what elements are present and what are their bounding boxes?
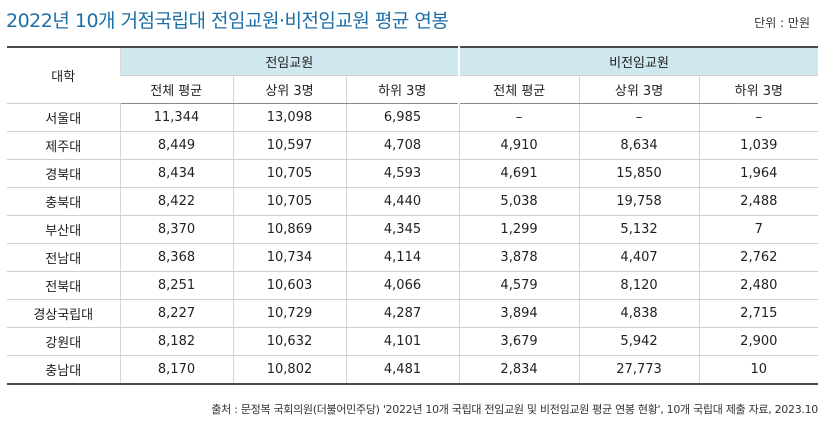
table-cell: 8,251 [119, 271, 233, 300]
table-cell: 10,705 [232, 187, 346, 216]
table-row: 전북대 8,251 10,603 4,066 4,579 8,120 2,480 [7, 271, 819, 300]
university-column-header: 대학 [7, 47, 120, 104]
table-cell: 4,407 [578, 243, 700, 272]
table-cell: 10 [698, 355, 819, 385]
group-header-fulltime: 전임교원 [119, 47, 460, 76]
table-cell: 27,773 [578, 355, 700, 385]
table-cell: 2,488 [698, 187, 819, 216]
table-cell: 4,691 [458, 159, 580, 188]
subheader-fulltime-average: 전체 평균 [120, 75, 233, 104]
table-cell: 2,715 [698, 299, 819, 328]
table-cell: 7 [698, 215, 819, 244]
table-cell: 4,287 [345, 299, 460, 328]
table-cell: 8,368 [119, 243, 233, 272]
table-cell: 4,345 [345, 215, 460, 244]
table-cell: 8,422 [119, 187, 233, 216]
university-name: 경북대 [7, 159, 120, 188]
table-cell: 4,440 [345, 187, 460, 216]
table-row: 제주대 8,449 10,597 4,708 4,910 8,634 1,039 [7, 131, 819, 160]
table-cell: – [458, 103, 580, 132]
table-cell: 11,344 [119, 103, 233, 132]
table-cell: 1,039 [698, 131, 819, 160]
table-cell: 6,985 [345, 103, 460, 132]
table-cell: 8,449 [119, 131, 233, 160]
table-cell: 4,101 [345, 327, 460, 356]
university-name: 전남대 [7, 243, 120, 272]
table-cell: 5,038 [458, 187, 580, 216]
table-cell: 8,120 [578, 271, 700, 300]
table-row: 강원대 8,182 10,632 4,101 3,679 5,942 2,900 [7, 327, 819, 356]
table-cell: 15,850 [578, 159, 700, 188]
table-cell: 1,299 [458, 215, 580, 244]
table-cell: 4,910 [458, 131, 580, 160]
table-cell: 10,734 [232, 243, 346, 272]
table-cell: 10,729 [232, 299, 346, 328]
salary-table: 대학 전임교원 비전임교원 전체 평균 상위 3명 하위 3명 전체 평균 상위… [7, 46, 819, 385]
table-cell: 2,762 [698, 243, 819, 272]
table-cell: 8,634 [578, 131, 700, 160]
table-cell: 13,098 [232, 103, 346, 132]
university-name: 제주대 [7, 131, 120, 160]
table-row: 경북대 8,434 10,705 4,593 4,691 15,850 1,96… [7, 159, 819, 188]
university-name: 전북대 [7, 271, 120, 300]
table-cell: 2,480 [698, 271, 819, 300]
table-cell: 10,632 [232, 327, 346, 356]
subheader-fulltime-bottom3: 하위 3명 [345, 75, 460, 104]
table-row: 서울대 11,344 13,098 6,985 – – – [7, 103, 819, 132]
page-title: 2022년 10개 거점국립대 전임교원·비전임교원 평균 연봉 [6, 10, 449, 32]
subheader-fulltime-top3: 상위 3명 [232, 75, 346, 104]
table-body: 서울대 11,344 13,098 6,985 – – – 제주대 8,449 … [7, 103, 819, 385]
table-row: 경상국립대 8,227 10,729 4,287 3,894 4,838 2,7… [7, 299, 819, 328]
table-cell: 4,838 [578, 299, 700, 328]
table-cell: 10,869 [232, 215, 346, 244]
group-header-nonfulltime: 비전임교원 [458, 47, 819, 76]
table-cell: 3,679 [458, 327, 580, 356]
table-cell: 2,900 [698, 327, 819, 356]
table-cell: 4,114 [345, 243, 460, 272]
table-cell: 2,834 [458, 355, 580, 385]
table-cell: 5,942 [578, 327, 700, 356]
table-cell: 4,481 [345, 355, 460, 385]
university-name: 충북대 [7, 187, 120, 216]
university-name: 경상국립대 [7, 299, 120, 328]
table-cell: 5,132 [578, 215, 700, 244]
university-name: 서울대 [7, 103, 120, 132]
subheader-nonfulltime-bottom3: 하위 3명 [698, 75, 819, 104]
table-cell: 4,066 [345, 271, 460, 300]
table-cell: 4,708 [345, 131, 460, 160]
table-cell: 3,894 [458, 299, 580, 328]
table-row: 충북대 8,422 10,705 4,440 5,038 19,758 2,48… [7, 187, 819, 216]
table-cell: 8,227 [119, 299, 233, 328]
university-name: 충남대 [7, 355, 120, 385]
table-cell: – [578, 103, 700, 132]
table-cell: 10,705 [232, 159, 346, 188]
table-cell: 1,964 [698, 159, 819, 188]
group-header-row: 대학 전임교원 비전임교원 [7, 47, 819, 104]
table-cell: 8,170 [119, 355, 233, 385]
table-cell: – [698, 103, 819, 132]
sub-header-row: 전체 평균 상위 3명 하위 3명 전체 평균 상위 3명 하위 3명 [7, 75, 819, 104]
table-cell: 10,603 [232, 271, 346, 300]
university-name: 부산대 [7, 215, 120, 244]
table-cell: 8,182 [119, 327, 233, 356]
table-cell: 3,878 [458, 243, 580, 272]
table-row: 충남대 8,170 10,802 4,481 2,834 27,773 10 [7, 355, 819, 385]
unit-label: 단위 : 만원 [754, 16, 810, 30]
table-row: 전남대 8,368 10,734 4,114 3,878 4,407 2,762 [7, 243, 819, 272]
table-cell: 8,434 [119, 159, 233, 188]
table-cell: 8,370 [119, 215, 233, 244]
source-note: 출처 : 문정복 국회의원(더불어민주당) '2022년 10개 국립대 전임교… [211, 403, 818, 416]
table-cell: 4,593 [345, 159, 460, 188]
university-name: 강원대 [7, 327, 120, 356]
subheader-nonfulltime-average: 전체 평균 [458, 75, 580, 104]
table-cell: 10,597 [232, 131, 346, 160]
table-cell: 19,758 [578, 187, 700, 216]
table-cell: 10,802 [232, 355, 346, 385]
table-cell: 4,579 [458, 271, 580, 300]
subheader-nonfulltime-top3: 상위 3명 [578, 75, 700, 104]
table-row: 부산대 8,370 10,869 4,345 1,299 5,132 7 [7, 215, 819, 244]
